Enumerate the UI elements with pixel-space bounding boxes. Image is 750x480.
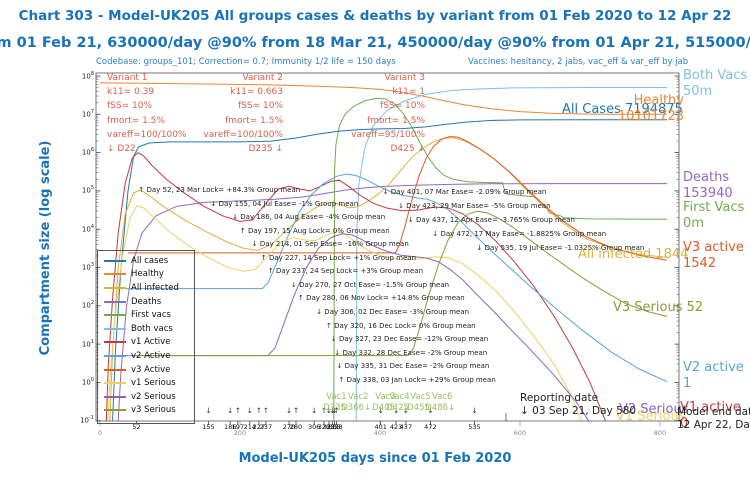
series-line-both-vacs [355, 87, 667, 421]
series-line-v3-serious [131, 210, 668, 357]
series-line-deaths [117, 183, 667, 421]
chart-title: Chart 303 - Model-UK205 All groups cases… [18, 8, 732, 24]
series-line-v2-serious [124, 233, 590, 421]
codebase-note: Codebase: groups_101; Correction= 0.7; I… [96, 57, 396, 67]
series-line-v1-active [105, 151, 606, 421]
series-line-v1-serious [107, 204, 583, 421]
x-axis-title: Model-UK205 days since 01 Feb 2020 [238, 451, 512, 466]
series-line-all-cases [112, 119, 667, 421]
vaccines-note: Vaccines: hesitancy, 2 jabs, vac_eff & v… [468, 57, 689, 67]
series-line-v3-active [128, 135, 668, 261]
series-line-v2-active [121, 173, 668, 383]
series-line-all-infected [109, 137, 668, 421]
series-line-healthy [99, 82, 667, 115]
chart-subtitle: y @90% from 01 Feb 21, 630000/day @90% f… [0, 35, 750, 51]
y-axis-title: Compartment size (log scale) [38, 140, 53, 356]
plot-frame [95, 72, 680, 422]
